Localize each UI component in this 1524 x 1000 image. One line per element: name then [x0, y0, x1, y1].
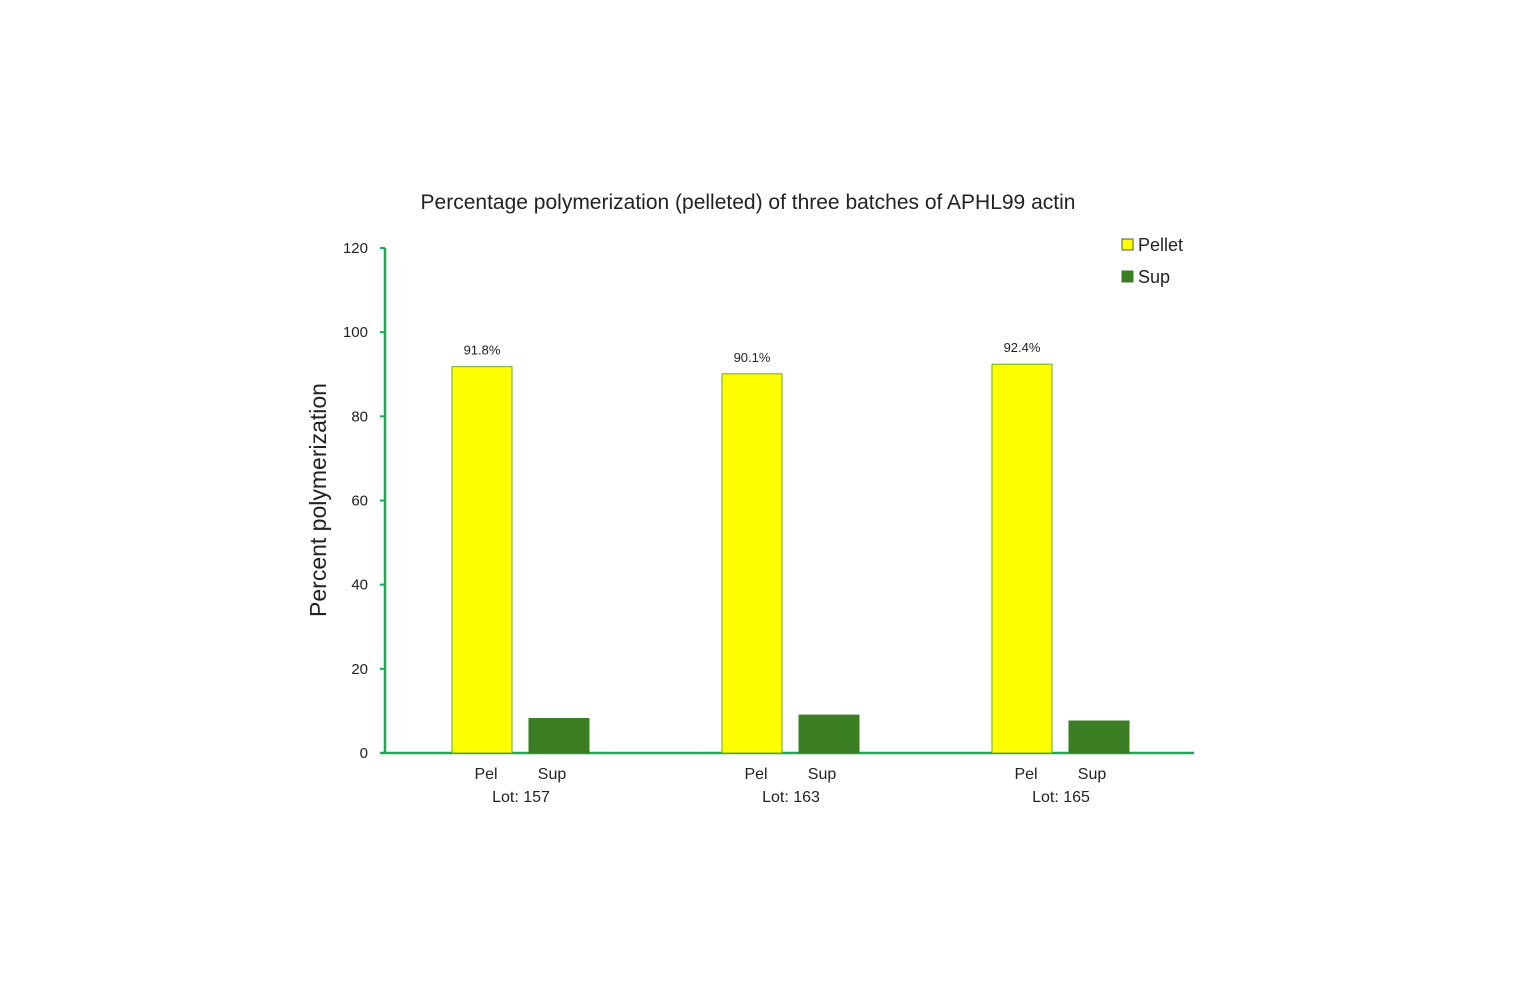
data-label: 91.8% — [464, 343, 501, 358]
legend: Pellet Sup — [1121, 235, 1183, 287]
legend-swatch-sup — [1121, 270, 1134, 283]
y-tick-label: 0 — [360, 745, 368, 762]
legend-label-pellet: Pellet — [1138, 235, 1183, 255]
y-tick-label: 20 — [351, 661, 368, 678]
bar-pellet — [991, 363, 1053, 754]
y-tick-label: 120 — [343, 240, 368, 257]
y-axis-title: Percent polymerization — [305, 383, 331, 617]
labels: 91.8% Pel Sup Lot: 157 90.1% Pel Sup Lot: 163 92… — [464, 340, 1107, 806]
legend-swatch-pellet — [1121, 238, 1134, 251]
x-sub-label: Sup — [538, 766, 567, 783]
x-category-label: Lot: 165 — [1032, 789, 1090, 806]
bar-sup — [528, 717, 590, 754]
bars — [451, 363, 1130, 754]
bar-pellet — [451, 366, 513, 754]
bar-sup — [1068, 720, 1130, 754]
x-sub-label: Pel — [744, 766, 767, 783]
x-sub-label: Sup — [808, 766, 837, 783]
x-sub-label: Pel — [474, 766, 497, 783]
legend-label-sup: Sup — [1138, 267, 1170, 287]
x-sub-label: Pel — [1014, 766, 1037, 783]
data-label: 90.1% — [734, 350, 771, 365]
y-tick-label: 60 — [351, 493, 368, 510]
x-category-label: Lot: 157 — [492, 789, 550, 806]
axes: 0 20 40 60 80 100 120 — [343, 240, 1194, 762]
bar-pellet — [721, 373, 783, 754]
y-tick-label: 100 — [343, 324, 368, 341]
x-category-label: Lot: 163 — [762, 789, 820, 806]
x-sub-label: Sup — [1078, 766, 1107, 783]
bar-sup — [798, 714, 860, 754]
y-tick-label: 80 — [351, 408, 368, 425]
chart-title: Percentage polymerization (pelleted) of … — [421, 191, 1076, 214]
y-tick-label: 40 — [351, 577, 368, 594]
data-label: 92.4% — [1004, 340, 1041, 355]
